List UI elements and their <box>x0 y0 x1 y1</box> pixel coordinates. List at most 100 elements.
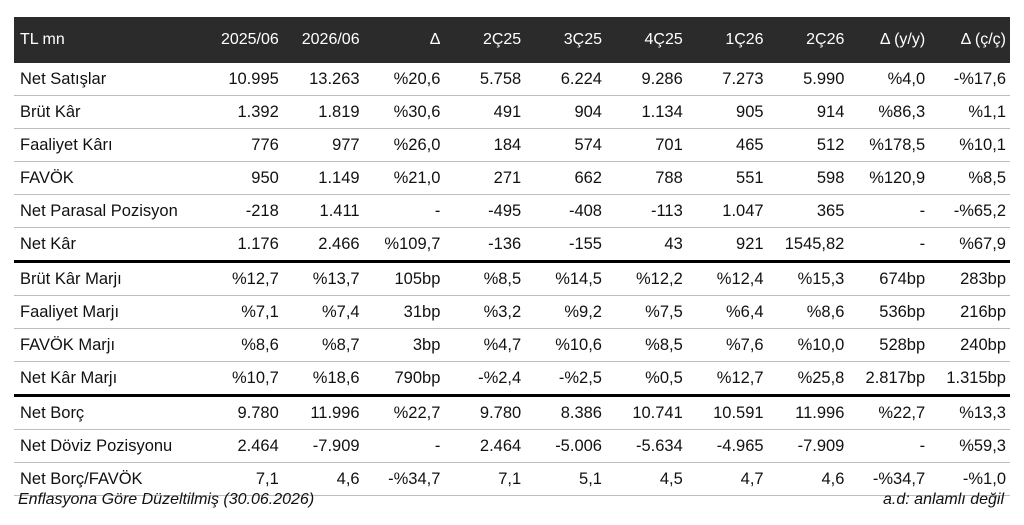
footer-note: Enflasyona Göre Düzeltilmiş (30.06.2026) <box>18 491 315 508</box>
row-label: FAVÖK <box>14 161 202 195</box>
table-cell: 6.224 <box>525 63 606 96</box>
row-label: Net Borç <box>14 395 202 430</box>
table-cell: 5.990 <box>767 63 849 96</box>
table-cell: %9,2 <box>525 295 606 329</box>
table-cell: %10,0 <box>767 328 849 362</box>
row-label: Faaliyet Marjı <box>14 295 202 329</box>
table-cell: 465 <box>686 128 768 162</box>
table-cell: %120,9 <box>848 161 930 195</box>
table-cell: %8,6 <box>202 328 283 362</box>
table-cell: 11.996 <box>767 395 849 430</box>
table-cell: 788 <box>605 161 687 195</box>
table-cell: %7,1 <box>202 295 283 329</box>
table-cell: %4,7 <box>444 328 526 362</box>
table-row: Net Parasal Pozisyon -218 1.411- -495 -408 -1… <box>14 194 1010 228</box>
table-cell: 598 <box>767 161 849 195</box>
table-row: Net Borç/FAVÖK 7,1 4,6 -%34,7 7,1 5,1 4,5 4,7 4,… <box>14 462 1010 496</box>
column-header: 2025/06 <box>220 31 279 48</box>
column-header: 2Ç25 <box>482 31 522 48</box>
table-cell: 1.315bp <box>929 361 1010 397</box>
column-header: 2Ç26 <box>806 31 845 48</box>
table-cell: %7,4 <box>282 295 364 329</box>
table-cell: %6,4 <box>686 295 768 329</box>
table-row: Brüt Kâr Marjı %12,7 %13,7 105bp %8,5 %14,5 %1… <box>14 261 1010 296</box>
table-cell: -%2,4 <box>444 361 526 397</box>
row-label: FAVÖK Marjı <box>14 328 202 362</box>
row-label: Brüt Kâr Marjı <box>14 261 202 296</box>
table-cell: 271 <box>444 161 526 195</box>
table-cell: %86,3 <box>848 95 930 129</box>
footer-legend: a.d: anlamlı değil <box>883 491 1004 508</box>
table-cell: 11.996 <box>282 395 364 430</box>
table-cell: 9.780 <box>202 395 283 430</box>
column-header: 4Ç25 <box>644 31 683 48</box>
table-row: FAVÖK 950 1.149 %21,0 271 662 788 551 598 %120,9%… <box>14 161 1010 195</box>
table-cell: 674bp <box>848 261 930 296</box>
table-cell: 1545,82 <box>767 227 849 263</box>
table-cell: 184 <box>444 128 526 162</box>
table-cell: %15,3 <box>767 261 849 296</box>
table-cell: 574 <box>525 128 606 162</box>
table-cell: - <box>848 429 930 463</box>
table-cell: 13.263 <box>282 63 364 96</box>
table-cell: %21,0 <box>363 161 445 195</box>
table-cell: 905 <box>686 95 768 129</box>
row-label: Net Borç/FAVÖK <box>14 462 202 496</box>
table-row: Net Kâr Marjı %10,7 %18,6 790bp -%2,4 -%2,5 %0… <box>14 361 1010 397</box>
table-cell: %8,6 <box>767 295 849 329</box>
row-label: Net Parasal Pozisyon <box>14 194 202 228</box>
table-cell: 31bp <box>363 295 445 329</box>
table-cell: -7.909 <box>282 429 364 463</box>
table-row: Net Döviz Pozisyonu 2.464 -7.909-2.464 -5.0… <box>14 429 1010 463</box>
table-row: Net Kâr 1.176 2.466 %109,7 -136 -155 43 921 1545… <box>14 227 1010 263</box>
table-cell: 1.411 <box>282 194 364 228</box>
table-cell: 3bp <box>363 328 445 362</box>
table-cell: 216bp <box>929 295 1010 329</box>
table-cell: -%1,0 <box>929 462 1010 496</box>
table-cell: 7,1 <box>202 462 283 496</box>
table-cell: 1.176 <box>202 227 283 263</box>
row-label: Faaliyet Kârı <box>14 128 202 162</box>
table-cell: %1,1 <box>929 95 1010 129</box>
table-cell: 914 <box>767 95 849 129</box>
table-cell: 2.817bp <box>848 361 930 397</box>
table-cell: -%34,7 <box>848 462 930 496</box>
table-cell: %26,0 <box>363 128 445 162</box>
table-cell: 7.273 <box>686 63 768 96</box>
table-cell: %14,5 <box>525 261 606 296</box>
table-cell: 662 <box>525 161 606 195</box>
table-cell: %8,5 <box>929 161 1010 195</box>
column-header: 3Ç25 <box>563 31 602 48</box>
table-cell: %3,2 <box>444 295 526 329</box>
row-label: Net Kâr <box>14 227 202 263</box>
table-cell: %12,7 <box>686 361 768 397</box>
table-row: FAVÖK Marjı %8,6 %8,7 3bp %4,7 %10,6 %8,5 %7,6%… <box>14 328 1010 362</box>
table-cell: 528bp <box>848 328 930 362</box>
table-header: TL mn 2025/06 2026/06 Δ 2Ç25 3Ç25 4Ç25 1Ç26 2Ç26… <box>14 17 1010 63</box>
table-cell: %12,4 <box>686 261 768 296</box>
header-row: TL mn 2025/06 2026/06 Δ 2Ç25 3Ç25 4Ç25 1Ç26 2Ç26… <box>14 17 1010 63</box>
table-cell: %7,6 <box>686 328 768 362</box>
table-cell: %8,5 <box>605 328 687 362</box>
table-cell: %12,7 <box>202 261 283 296</box>
table-cell: %8,7 <box>282 328 364 362</box>
table-cell: -136 <box>444 227 526 263</box>
table-cell: -%2,5 <box>525 361 606 397</box>
table-cell: 790bp <box>363 361 445 397</box>
table-cell: 4,6 <box>282 462 364 496</box>
table-cell: %22,7 <box>848 395 930 430</box>
table-cell: 8.386 <box>525 395 606 430</box>
table-cell: -495 <box>444 194 526 228</box>
table-cell: 9.780 <box>444 395 526 430</box>
row-label: Net Kâr Marjı <box>14 361 202 397</box>
table-cell: %30,6 <box>363 95 445 129</box>
table-cell: 10.591 <box>686 395 768 430</box>
column-header: 2026/06 <box>301 31 360 48</box>
column-header: Δ <box>429 31 441 48</box>
table-cell: %0,5 <box>605 361 687 397</box>
table-cell: 1.047 <box>686 194 768 228</box>
table-cell: %10,1 <box>929 128 1010 162</box>
table-cell: %8,5 <box>444 261 526 296</box>
table-cell: 950 <box>202 161 283 195</box>
table-cell: 1.392 <box>202 95 283 129</box>
